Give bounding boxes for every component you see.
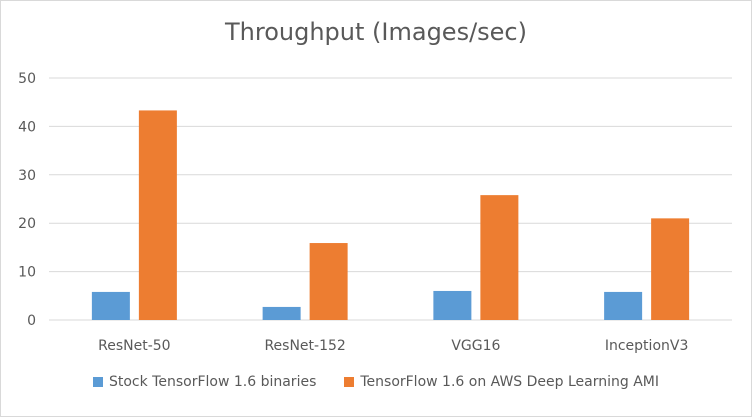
legend-swatch-ami bbox=[344, 377, 355, 387]
chart-title: Throughput (Images/sec) bbox=[225, 18, 527, 46]
y-tick-label: 20 bbox=[18, 216, 36, 232]
bar-ami-resnet-152 bbox=[309, 243, 348, 320]
bar-stock-resnet-50 bbox=[91, 291, 130, 320]
bar-stock-resnet-152 bbox=[262, 306, 301, 320]
y-tick-label: 30 bbox=[18, 168, 36, 184]
legend-swatch-stock bbox=[92, 377, 103, 387]
x-tick-label: InceptionV3 bbox=[605, 338, 689, 354]
legend-label-ami: TensorFlow 1.6 on AWS Deep Learning AMI bbox=[360, 374, 659, 390]
x-tick-label: ResNet-152 bbox=[264, 338, 345, 354]
x-tick-label: VGG16 bbox=[451, 338, 500, 354]
bar-ami-inceptionv3 bbox=[651, 218, 690, 320]
bar-ami-resnet-50 bbox=[138, 110, 177, 320]
y-tick-label: 0 bbox=[27, 313, 36, 329]
legend-item-stock: Stock TensorFlow 1.6 binaries bbox=[92, 374, 317, 390]
x-tick-label: ResNet-50 bbox=[98, 338, 170, 354]
bar-stock-vgg16 bbox=[433, 290, 472, 320]
legend: Stock TensorFlow 1.6 binaries TensorFlow… bbox=[0, 374, 752, 390]
bar-stock-inceptionv3 bbox=[604, 291, 643, 320]
legend-item-ami: TensorFlow 1.6 on AWS Deep Learning AMI bbox=[344, 374, 659, 390]
y-tick-label: 10 bbox=[18, 265, 36, 281]
bar-ami-vgg16 bbox=[480, 195, 519, 320]
y-tick-label: 40 bbox=[18, 119, 36, 135]
legend-label-stock: Stock TensorFlow 1.6 binaries bbox=[108, 374, 317, 390]
y-tick-label: 50 bbox=[18, 71, 36, 87]
